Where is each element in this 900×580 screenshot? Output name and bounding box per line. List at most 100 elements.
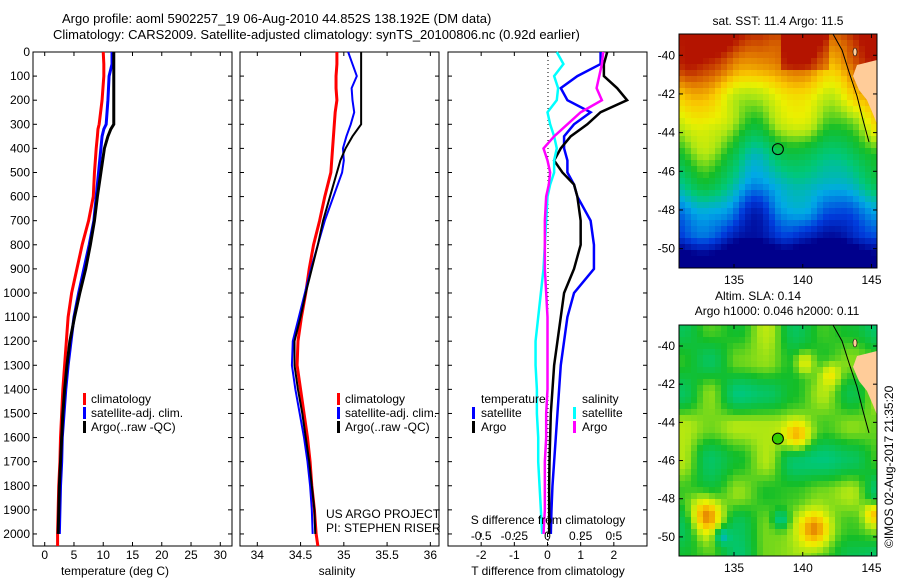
heatmap-cell bbox=[691, 160, 697, 166]
heatmap-cell bbox=[817, 250, 823, 256]
heatmap-cell bbox=[805, 391, 811, 397]
heatmap-cell bbox=[751, 349, 757, 355]
heatmap-cell bbox=[859, 238, 865, 244]
heatmap-cell bbox=[709, 355, 715, 361]
heatmap-cell bbox=[679, 475, 685, 481]
heatmap-cell bbox=[853, 208, 859, 214]
heatmap-cell bbox=[703, 487, 709, 493]
heatmap-cell bbox=[769, 445, 775, 451]
heatmap-cell bbox=[841, 70, 847, 76]
heatmap-cell bbox=[745, 547, 751, 553]
heatmap-cell bbox=[703, 250, 709, 256]
y-tick-label: 600 bbox=[10, 190, 30, 204]
heatmap-cell bbox=[727, 445, 733, 451]
heatmap-cell bbox=[793, 475, 799, 481]
heatmap-cell bbox=[835, 244, 841, 250]
heatmap-cell bbox=[757, 88, 763, 94]
heatmap-cell bbox=[859, 481, 865, 487]
heatmap-cell bbox=[721, 331, 727, 337]
heatmap-cell bbox=[829, 196, 835, 202]
imos-credit: ©IMOS 02-Aug-2017 21:35:20 bbox=[882, 385, 896, 548]
heatmap-cell bbox=[751, 385, 757, 391]
heatmap-cell bbox=[775, 475, 781, 481]
heatmap-cell bbox=[739, 214, 745, 220]
heatmap-cell bbox=[847, 487, 853, 493]
heatmap-cell bbox=[727, 529, 733, 535]
heatmap-cell bbox=[823, 505, 829, 511]
heatmap-cell bbox=[709, 367, 715, 373]
heatmap-cell bbox=[751, 220, 757, 226]
heatmap-cell bbox=[859, 106, 865, 112]
heatmap-cell bbox=[835, 178, 841, 184]
heatmap-cell bbox=[835, 403, 841, 409]
heatmap-cell bbox=[793, 82, 799, 88]
heatmap-cell bbox=[781, 250, 787, 256]
heatmap-cell bbox=[823, 343, 829, 349]
line-argo bbox=[56, 52, 116, 534]
heatmap-cell bbox=[823, 409, 829, 415]
heatmap-cell bbox=[715, 427, 721, 433]
heatmap-cell bbox=[811, 166, 817, 172]
heatmap-cell bbox=[775, 106, 781, 112]
heatmap-cell bbox=[817, 355, 823, 361]
heatmap-cell bbox=[709, 196, 715, 202]
heatmap-cell bbox=[859, 535, 865, 541]
heatmap-cell bbox=[691, 547, 697, 553]
heatmap-cell bbox=[757, 403, 763, 409]
heatmap-cell bbox=[751, 463, 757, 469]
heatmap-cell bbox=[757, 226, 763, 232]
heatmap-cell bbox=[787, 82, 793, 88]
heatmap-cell bbox=[823, 481, 829, 487]
x-tick-label: 5 bbox=[71, 548, 78, 562]
s-tick-label: 0.5 bbox=[605, 529, 622, 543]
heatmap-cell bbox=[865, 463, 871, 469]
heatmap-cell bbox=[703, 184, 709, 190]
heatmap-cell bbox=[757, 529, 763, 535]
heatmap-cell bbox=[769, 124, 775, 130]
heatmap-cell bbox=[793, 250, 799, 256]
heatmap-cell bbox=[691, 553, 697, 556]
sst-map-title: sat. SST: 11.4 Argo: 11.5 bbox=[713, 14, 844, 28]
heatmap-cell bbox=[715, 517, 721, 523]
heatmap-cell bbox=[697, 142, 703, 148]
heatmap-cell bbox=[835, 142, 841, 148]
heatmap-cell bbox=[811, 124, 817, 130]
heatmap-cell bbox=[763, 349, 769, 355]
heatmap-cell bbox=[853, 118, 859, 124]
heatmap-cell bbox=[715, 337, 721, 343]
heatmap-cell bbox=[721, 106, 727, 112]
heatmap-cell bbox=[727, 64, 733, 70]
heatmap-cell bbox=[745, 367, 751, 373]
heatmap-cell bbox=[787, 511, 793, 517]
heatmap-cell bbox=[715, 409, 721, 415]
heatmap-cell bbox=[715, 367, 721, 373]
heatmap-cell bbox=[781, 40, 787, 46]
heatmap-cell bbox=[721, 202, 727, 208]
heatmap-cell bbox=[715, 505, 721, 511]
heatmap-cell bbox=[727, 481, 733, 487]
heatmap-cell bbox=[703, 415, 709, 421]
heatmap-cell bbox=[733, 361, 739, 367]
heatmap-cell bbox=[817, 184, 823, 190]
heatmap-cell bbox=[721, 208, 727, 214]
heatmap-cell bbox=[841, 130, 847, 136]
heatmap-cell bbox=[841, 178, 847, 184]
heatmap-cell bbox=[751, 331, 757, 337]
heatmap-cell bbox=[823, 160, 829, 166]
heatmap-cell bbox=[751, 250, 757, 256]
heatmap-cell bbox=[763, 493, 769, 499]
heatmap-cell bbox=[835, 256, 841, 262]
heatmap-cell bbox=[799, 88, 805, 94]
heatmap-cell bbox=[787, 118, 793, 124]
heatmap-cell bbox=[829, 493, 835, 499]
heatmap-cell bbox=[685, 82, 691, 88]
heatmap-cell bbox=[769, 403, 775, 409]
heatmap-cell bbox=[865, 343, 871, 349]
heatmap-cell bbox=[781, 493, 787, 499]
heatmap-cell bbox=[847, 373, 853, 379]
heatmap-cell bbox=[823, 391, 829, 397]
heatmap-cell bbox=[805, 112, 811, 118]
heatmap-cell bbox=[703, 325, 709, 331]
heatmap-cell bbox=[721, 475, 727, 481]
heatmap-cell bbox=[859, 511, 865, 517]
